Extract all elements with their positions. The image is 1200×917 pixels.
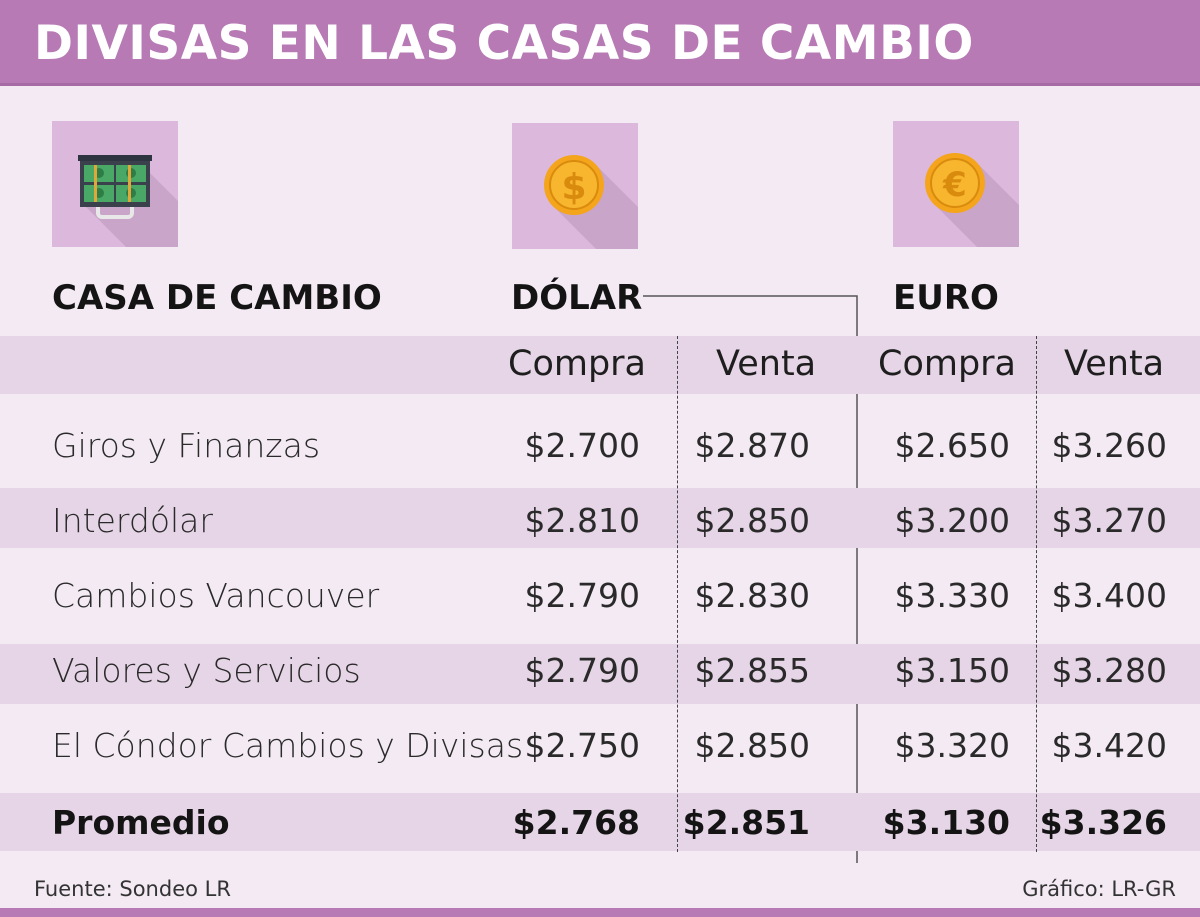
average-euro-buy-cell: $3.130	[882, 803, 1010, 842]
euro-sell-cell: $3.400	[1051, 576, 1167, 615]
dollar-divider	[677, 336, 678, 852]
row-band	[0, 644, 1200, 704]
house-column-header: CASA DE CAMBIO	[52, 278, 382, 318]
euro-sell-cell: $3.270	[1051, 501, 1167, 540]
subheader-band	[0, 336, 1200, 394]
table-row-label: Cambios Vancouver	[52, 576, 380, 615]
page-title: DIVISAS EN LAS CASAS DE CAMBIO	[34, 16, 974, 71]
average-band	[0, 793, 1200, 851]
dollar-buy-cell: $2.810	[524, 501, 640, 540]
euro-symbol: €	[942, 165, 967, 205]
dollar-sell-cell: $2.855	[694, 651, 810, 690]
euro-buy-header: Compra	[878, 344, 1017, 384]
dollar-sell-cell: $2.850	[694, 726, 810, 765]
average-dollar-sell-cell: $2.851	[682, 803, 810, 842]
euro-buy-cell: $2.650	[894, 426, 1010, 465]
euro-buy-cell: $3.320	[894, 726, 1010, 765]
source-note: Fuente: Sondeo LR	[34, 877, 231, 901]
euro-divider	[1036, 336, 1037, 852]
row-band	[0, 488, 1200, 548]
average-dollar-buy-cell: $2.768	[512, 803, 640, 842]
dollar-buy-header: Compra	[508, 344, 647, 384]
dollar-buy-cell: $2.700	[524, 426, 640, 465]
dollar-buy-cell: $2.790	[524, 651, 640, 690]
dollar-column-header: DÓLAR	[511, 278, 643, 318]
title-bar: DIVISAS EN LAS CASAS DE CAMBIO	[0, 0, 1200, 86]
dollar-buy-cell: $2.790	[524, 576, 640, 615]
dollar-sell-cell: $2.830	[694, 576, 810, 615]
dollar-sell-cell: $2.850	[694, 501, 810, 540]
table-row-label: Giros y Finanzas	[52, 426, 321, 465]
dollar-sell-header: Venta	[716, 344, 817, 384]
euro-sell-cell: $3.260	[1051, 426, 1167, 465]
euro-sell-header: Venta	[1064, 344, 1165, 384]
euro-buy-cell: $3.150	[894, 651, 1010, 690]
euro-coin-icon: €	[893, 121, 1019, 251]
dollar-sell-cell: $2.870	[694, 426, 810, 465]
table-row-label: El Cóndor Cambios y Divisas	[52, 726, 524, 765]
average-row-label: Promedio	[52, 803, 230, 842]
euro-buy-cell: $3.200	[894, 501, 1010, 540]
euro-buy-cell: $3.330	[894, 576, 1010, 615]
euro-column-header: EURO	[893, 278, 999, 318]
bottom-bar	[0, 908, 1200, 917]
credit-note: Gráfico: LR-GR	[1022, 877, 1176, 901]
briefcase-money-icon	[52, 121, 178, 251]
dollar-buy-cell: $2.750	[524, 726, 640, 765]
table-row-label: Interdólar	[52, 501, 213, 540]
average-euro-sell-cell: $3.326	[1039, 803, 1167, 842]
table-row-label: Valores y Servicios	[52, 651, 361, 690]
euro-sell-cell: $3.420	[1051, 726, 1167, 765]
dollar-symbol: $	[561, 167, 586, 208]
euro-sell-cell: $3.280	[1051, 651, 1167, 690]
dollar-coin-icon: $	[512, 123, 638, 253]
